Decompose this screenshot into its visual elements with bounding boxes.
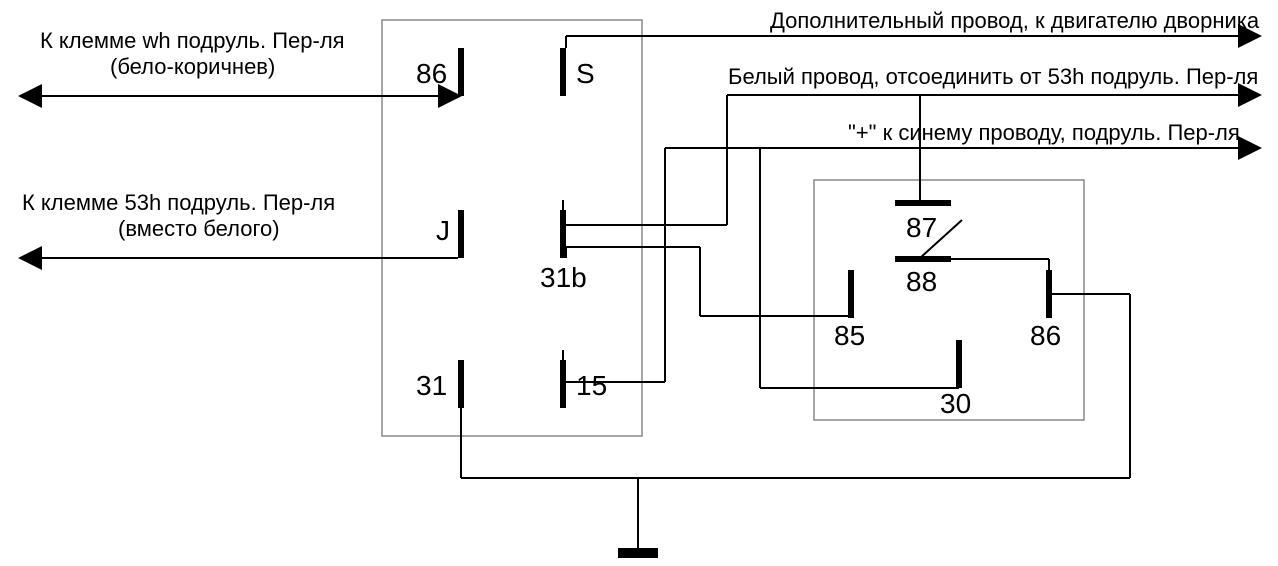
pin-88: 88 [906, 266, 937, 298]
label-l2b: (вместо белого) [118, 216, 280, 242]
terminal-87 [895, 200, 951, 206]
label-l1a: К клемме wh подруль. Пер-ля [40, 28, 345, 54]
pin-31b: 31b [540, 262, 587, 294]
pin-j: J [436, 215, 450, 247]
label-l2a: К клемме 53h подруль. Пер-ля [22, 190, 335, 216]
right-relay-box [814, 180, 1084, 420]
pin-s: S [576, 58, 595, 90]
label-l1b: (бело-коричнев) [110, 54, 275, 80]
label-r2: Белый провод, отсоединить от 53h подруль… [728, 64, 1258, 90]
label-r3: "+" к синему проводу, подруль. Пер-ля [848, 120, 1240, 146]
pin-31: 31 [416, 370, 447, 402]
terminal-88 [895, 256, 951, 262]
pin-30: 30 [940, 388, 971, 420]
terminal-85 [848, 270, 854, 318]
label-r1: Дополнительный провод, к двигателю дворн… [770, 8, 1259, 34]
terminal-15 [560, 360, 566, 408]
terminal-86r [1046, 270, 1052, 318]
pin-87: 87 [906, 212, 937, 244]
terminal-30 [956, 340, 962, 388]
pin-15: 15 [576, 370, 607, 402]
pin-86: 86 [416, 58, 447, 90]
pin-85: 85 [834, 320, 865, 352]
pin-86r: 86 [1030, 320, 1061, 352]
terminal-j [458, 210, 464, 258]
terminal-86 [458, 48, 464, 96]
ground-symbol [618, 548, 658, 558]
terminal-31 [458, 360, 464, 408]
terminal-s [560, 48, 566, 96]
